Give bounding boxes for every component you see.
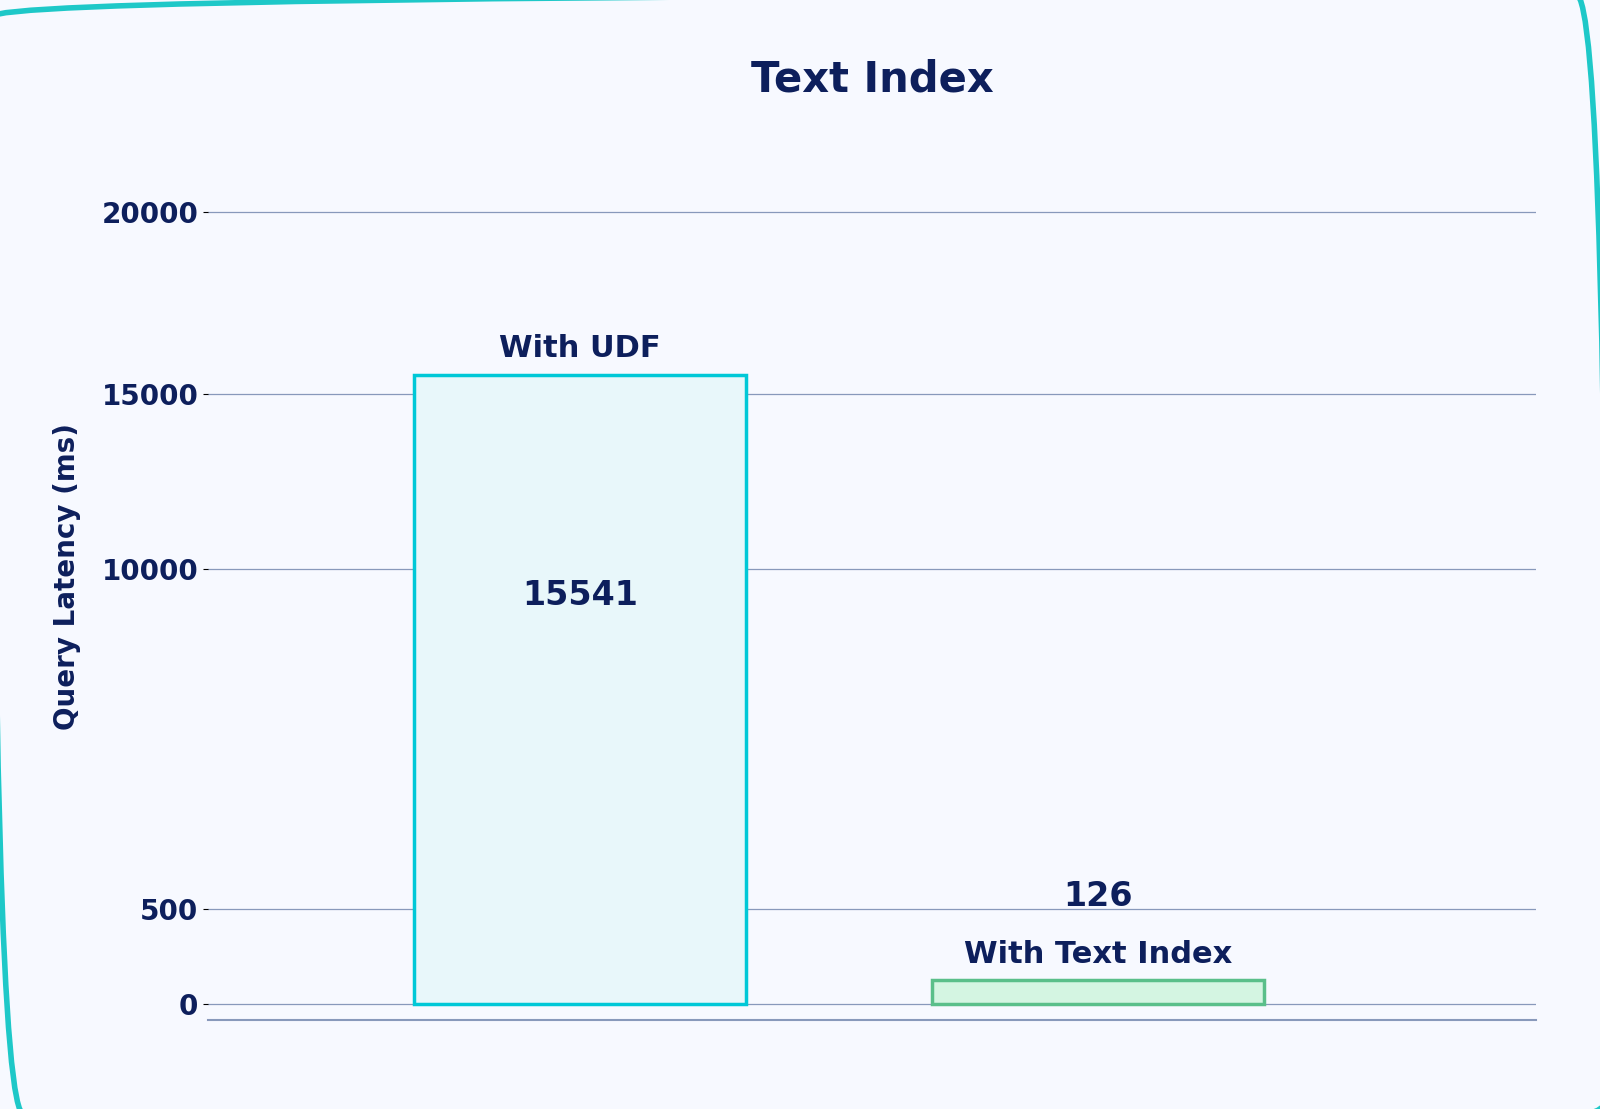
Text: With Text Index: With Text Index xyxy=(963,939,1232,968)
Text: With UDF: With UDF xyxy=(499,334,661,363)
Text: 126: 126 xyxy=(1062,881,1133,913)
Y-axis label: Query Latency (ms): Query Latency (ms) xyxy=(53,424,80,730)
Bar xyxy=(414,375,746,1005)
Title: Text Index: Text Index xyxy=(750,59,994,101)
Bar xyxy=(931,980,1264,1005)
Text: 15541: 15541 xyxy=(522,579,638,612)
